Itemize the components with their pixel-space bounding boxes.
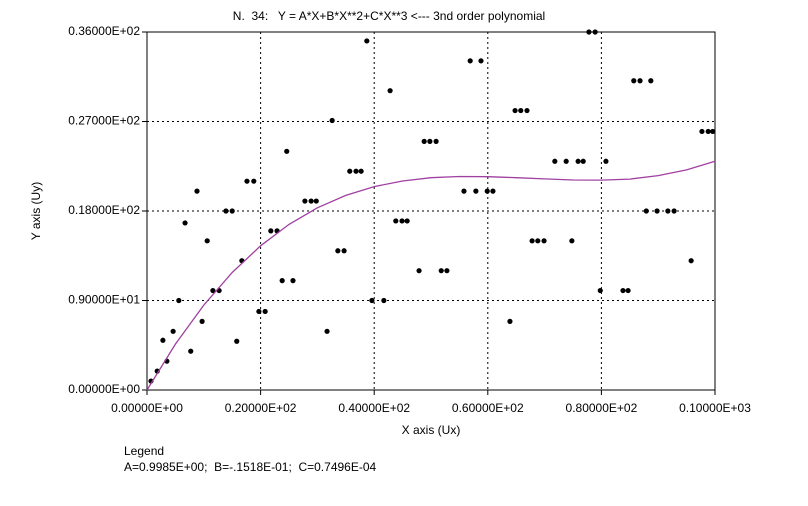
data-point (478, 58, 484, 64)
y-tick-label: 0.27000E+02 (68, 114, 140, 128)
data-point (665, 208, 671, 214)
x-tick-label: 0.10000E+03 (679, 401, 751, 415)
data-point (620, 287, 626, 294)
data-point (393, 218, 399, 224)
x-tick-label: 0.80000E+02 (566, 401, 638, 415)
data-point (404, 218, 410, 224)
data-point (643, 208, 649, 214)
data-point (234, 338, 240, 344)
data-point (569, 238, 575, 244)
y-tick-label: 0.90000E+01 (68, 293, 140, 307)
data-point (563, 158, 569, 164)
data-point (188, 348, 194, 354)
data-point (353, 168, 359, 174)
chart-title: N. 34: Y = A*X+B*X**2+C*X**3 <--- 3nd or… (233, 9, 545, 23)
data-point (290, 278, 296, 284)
data-point (313, 198, 319, 204)
data-point (416, 268, 422, 274)
data-point (710, 128, 716, 135)
y-tick-label: 0.36000E+02 (68, 24, 140, 38)
data-point (170, 328, 176, 334)
data-point (637, 78, 643, 84)
data-point (199, 318, 205, 324)
data-point (490, 188, 496, 194)
data-point (631, 78, 637, 84)
x-tick-label: 0.00000E+00 (111, 401, 183, 415)
data-point (541, 238, 547, 244)
data-point (512, 107, 518, 114)
data-point (335, 248, 341, 254)
data-point (461, 188, 467, 194)
data-point (535, 238, 541, 244)
data-point (194, 188, 200, 194)
data-point (427, 138, 433, 144)
data-point (324, 328, 330, 334)
data-point (518, 107, 524, 114)
legend-text: A=0.9985E+00; B=-.1518E-01; C=0.7496E-04 (124, 460, 377, 474)
data-point (229, 208, 235, 214)
data-point (586, 29, 592, 35)
data-point (302, 198, 308, 204)
data-point (399, 218, 405, 224)
data-point (597, 287, 603, 294)
data-point (268, 228, 274, 234)
data-point (421, 138, 427, 144)
x-tick-label: 0.60000E+02 (452, 401, 524, 415)
legend-title: Legend (124, 444, 164, 458)
fit-curve (146, 160, 716, 391)
data-point (279, 278, 285, 284)
data-point (552, 158, 558, 164)
data-point (671, 208, 677, 214)
y-tick-label: 0.00000E+00 (68, 382, 140, 396)
data-point (688, 258, 694, 264)
data-point (648, 78, 654, 84)
y-tick-label: 0.18000E+02 (68, 203, 140, 217)
data-point (329, 117, 335, 124)
data-point (438, 268, 444, 274)
data-point (387, 88, 393, 94)
data-point (699, 128, 705, 135)
data-point (580, 158, 586, 164)
data-point (575, 158, 581, 164)
data-point (484, 188, 490, 194)
data-point (262, 308, 268, 315)
data-point (176, 297, 182, 304)
data-point (592, 29, 598, 35)
data-point (467, 58, 473, 64)
data-point (603, 158, 609, 164)
x-tick-label: 0.20000E+02 (225, 401, 297, 415)
data-point (284, 148, 290, 154)
data-point (473, 188, 479, 194)
x-axis-label: X axis (Ux) (402, 423, 461, 437)
data-point (364, 38, 370, 44)
data-point (308, 198, 314, 204)
data-point (204, 238, 210, 244)
data-point (347, 168, 353, 174)
data-point (341, 248, 347, 254)
data-point (625, 287, 631, 294)
data-point (381, 297, 387, 304)
data-point (160, 337, 166, 343)
data-point (358, 168, 364, 174)
data-point (433, 138, 439, 144)
data-point (223, 208, 229, 214)
data-point (369, 297, 375, 304)
data-point (529, 238, 535, 244)
data-point (256, 308, 262, 315)
x-tick-label: 0.40000E+02 (338, 401, 410, 415)
data-point (444, 268, 450, 274)
data-point (210, 287, 216, 294)
data-point (507, 318, 513, 324)
data-point (182, 220, 188, 226)
data-point (244, 178, 250, 184)
data-point (705, 128, 711, 135)
data-point (524, 107, 530, 114)
data-point (251, 178, 257, 184)
data-point (654, 208, 660, 214)
y-axis-label: Y axis (Uy) (29, 182, 43, 240)
